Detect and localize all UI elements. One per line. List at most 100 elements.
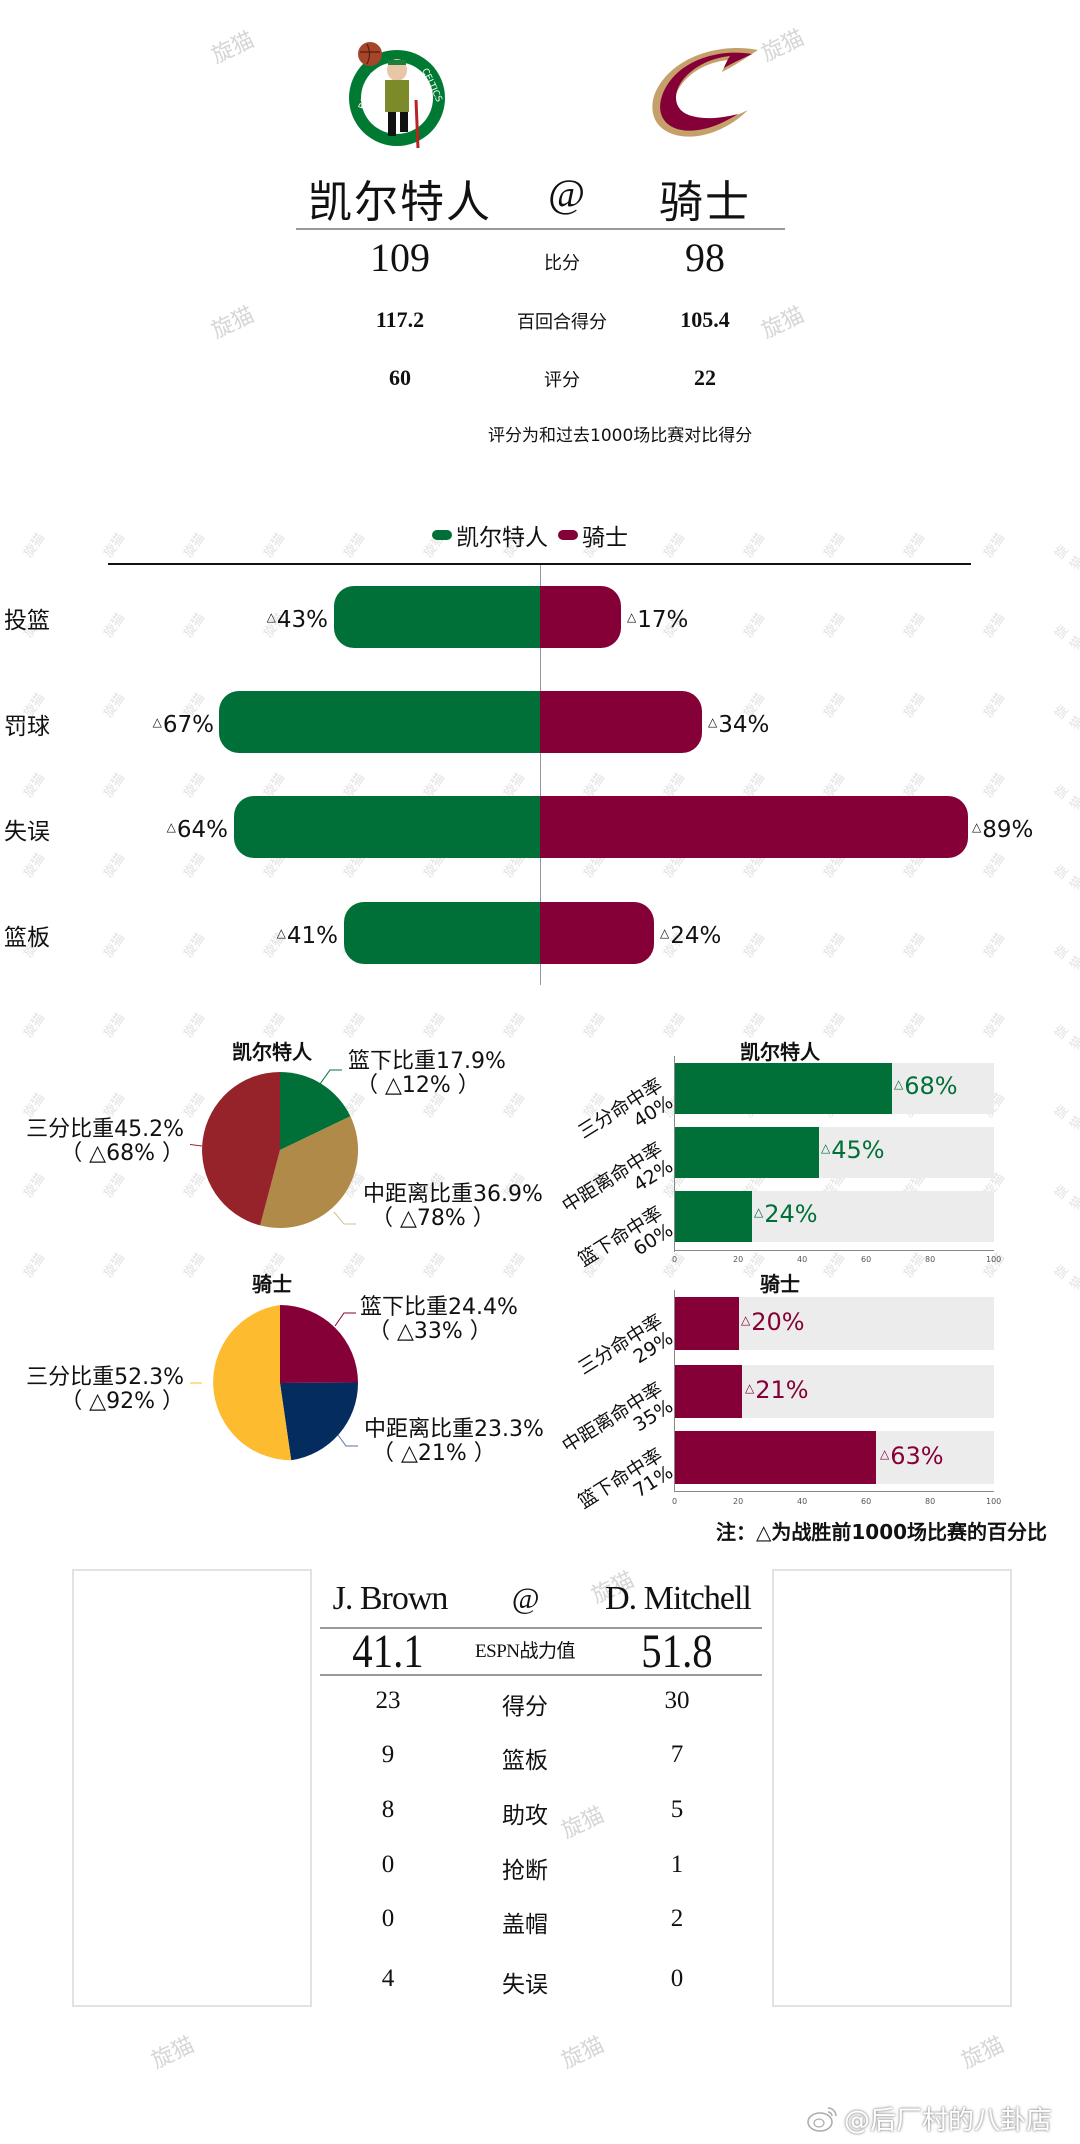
watermark: 旋猫 [1051,1262,1080,1294]
rating-label: 评分 [544,370,580,391]
away-stat-turnovers: 0 [670,1965,684,1992]
hbar-home-row-paint [675,1191,994,1242]
hbar-away-row-three [675,1297,994,1350]
bar-home-freethrow [219,691,540,753]
pie-label-home-paint: 篮下比重17.9% （ △12% ） [348,1049,506,1098]
watermark: 旋猫 [181,930,209,961]
hbar-home-row-three [675,1063,994,1114]
score-label: 比分 [544,253,580,274]
watermark: 旋猫 [1051,1022,1080,1054]
tick: 40 [797,1497,808,1506]
watermark: 旋猫 [101,1090,129,1121]
value-home-turnover: △64% [166,817,228,843]
credit-watermark: @后厂村的八卦店 [806,2100,1052,2137]
bar-away-rebound [540,902,654,964]
watermark: 旋猫 [1051,1102,1080,1134]
away-team-name: 骑士 [659,178,751,227]
watermark: 旋猫 [981,690,1009,721]
watermark: 旋猫 [207,27,259,69]
hbar-away-row-paint [675,1431,994,1484]
away-player-photo-placeholder [772,1569,1012,2007]
at-symbol: @ [548,171,585,216]
away-player-name: D. Mitchell [605,1580,752,1617]
watermark: 旋猫 [421,1010,449,1041]
header-divider [296,228,785,230]
watermark: 旋猫 [101,1250,129,1281]
home-stat-points: 23 [375,1687,401,1714]
home-ortg: 117.2 [375,307,425,332]
watermark: 旋猫 [981,1250,1009,1281]
hbar-away-value-three: △20% [741,1308,805,1336]
value-home-rebound: △41% [276,923,338,949]
away-ortg: 105.4 [680,307,730,332]
watermark: 旋猫 [341,530,369,561]
watermark: 旋猫 [1051,942,1080,974]
tick: 20 [733,1497,744,1506]
watermark: 旋猫 [957,2032,1009,2074]
watermark: 旋猫 [21,1090,49,1121]
watermark: 旋猫 [821,930,849,961]
pie-label-away-paint: 篮下比重24.4% （ △33% ） [360,1295,518,1344]
hbar-home-row-midrange [675,1127,994,1178]
celtics-logo-icon: BOSTON CELTICS [349,42,445,149]
tick: 60 [861,1497,872,1506]
hbar-away-xaxis [674,1491,994,1492]
player-divider-top [320,1627,762,1629]
hbar-title-away: 骑士 [760,1272,800,1296]
bar-away-freethrow [540,691,702,753]
home-player-name: J. Brown [332,1580,449,1617]
watermark: 旋猫 [821,1010,849,1041]
watermark: 旋猫 [181,1250,209,1281]
watermark: 旋猫 [147,2032,199,2074]
hbar-home-value-paint: △24% [754,1200,818,1228]
watermark: 旋猫 [757,25,809,67]
hbar-home-value-three: △68% [894,1072,958,1100]
pie-chart-away [190,1305,359,1461]
home-stat-blocks: 0 [381,1905,395,1932]
watermark: 旋猫 [101,530,129,561]
home-espn-rating: 41.1 [352,1625,424,1678]
stat-label-turnovers: 失误 [502,1972,548,1998]
watermark: 旋猫 [101,690,129,721]
watermark: 旋猫 [341,1250,369,1281]
watermark: 旋猫 [501,1010,529,1041]
pie-title-away: 骑士 [252,1272,292,1296]
watermark: 旋猫 [261,530,289,561]
stat-label-points: 得分 [502,1694,548,1720]
watermark: 旋猫 [661,530,689,561]
legend-label-home: 凯尔特人 [456,525,548,551]
away-stat-assists: 5 [670,1796,684,1823]
tick: 20 [733,1255,744,1264]
watermark: 旋猫 [901,1250,929,1281]
bar-home-rebound [344,902,540,964]
home-score: 109 [370,235,430,280]
away-stat-steals: 1 [670,1851,684,1878]
watermark: 旋猫 [741,930,769,961]
watermark: 旋猫 [101,930,129,961]
hbar-away-value-paint: △63% [880,1442,944,1470]
espn-rating-label: ESPN战力值 [475,1641,575,1662]
watermark: 旋猫 [21,770,49,801]
credit-text: @后厂村的八卦店 [844,2106,1053,2136]
watermark: 旋猫 [1051,542,1080,574]
watermark: 旋猫 [821,530,849,561]
watermark: 旋猫 [981,530,1009,561]
away-stat-rebounds: 7 [670,1741,684,1768]
bar-home-turnover [234,796,540,858]
watermark: 旋猫 [901,690,929,721]
row-label-shooting: 投篮 [4,608,50,634]
watermark: 旋猫 [181,530,209,561]
watermark: 旋猫 [101,770,129,801]
pie-label-home-midrange: 中距离比重36.9% （ △78% ） [363,1182,543,1231]
row-label-rebound: 篮板 [4,925,50,951]
pie-label-home-three: 三分比重45.2% （ △68% ） [26,1117,184,1166]
watermark: 旋猫 [901,1010,929,1041]
pie-label-away-three: 三分比重52.3% （ △92% ） [26,1365,184,1414]
watermark: 旋猫 [21,850,49,881]
watermark: 旋猫 [741,610,769,641]
value-home-shooting: △43% [266,607,328,633]
home-stat-steals: 0 [381,1851,395,1878]
away-stat-blocks: 2 [670,1905,684,1932]
watermark: 旋猫 [207,302,259,344]
tick: 80 [925,1497,936,1506]
